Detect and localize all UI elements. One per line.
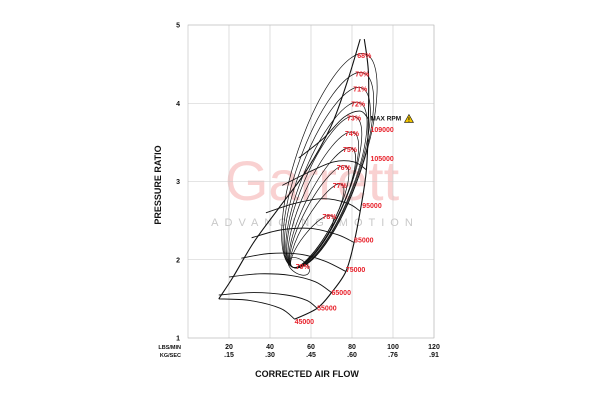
plot-border [187,24,435,339]
y-tick-label-4: 5 [176,23,180,30]
y-tick-label-3: 4 [176,101,180,108]
x-tick-secondary-label-5: .91 [429,352,439,359]
warning-icon [403,113,414,123]
speed-line-3 [241,252,347,272]
speed-line-7 [298,110,369,159]
watermark-sub: ADVANCING MOTION [211,217,419,229]
y-axis-title: PRESSURE RATIO [153,145,163,224]
x-tick-secondary-label-2: .45 [306,352,316,359]
x-tick-label-1: 40 [266,344,274,351]
speed-label-0: 45000 [295,319,315,326]
plot-frame [187,24,435,339]
speed-line-6 [282,160,367,186]
x-tick-label-5: 120 [428,344,440,351]
speed-line-5 [265,198,361,214]
map-labels: 68% 70% 71% 72% 73% 74% 75% 76% 77% 78% 79% 4500055… [295,53,414,326]
x-unit-secondary: KG/SEC [160,353,181,359]
speed-label-1: 55000 [317,305,337,312]
speed-label-2: 65000 [332,290,352,297]
speed-line-4 [251,227,355,243]
efficiency-label-4: 73% [347,115,362,122]
efficiency-label-1: 70% [355,72,370,79]
speed-label-3: 75000 [346,267,366,274]
efficiency-label-9: 78% [322,214,337,221]
y-tick-label-2: 3 [176,179,180,186]
efficiency-island-9 [290,214,334,268]
speed-line-0 [218,298,295,320]
speed-label-6: 105000 [370,156,393,163]
grid [188,24,435,339]
x-tick-secondary-label-0: .15 [224,352,234,359]
efficiency-label-10: 79% [296,264,311,271]
x-tick-secondary-label-1: .30 [265,352,275,359]
speed-label-5: 95000 [362,203,382,210]
efficiency-label-6: 75% [343,147,358,154]
efficiency-label-0: 68% [357,53,372,60]
efficiency-label-2: 71% [353,87,368,94]
x-tick-label-0: 20 [225,344,233,351]
y-tick-label-1: 2 [176,257,180,264]
efficiency-label-5: 74% [345,131,360,138]
speed-line-1 [218,292,318,309]
efficiency-label-8: 77% [333,183,348,190]
speed-label-7: 109000 [370,127,393,134]
x-tick-label-4: 100 [387,344,399,351]
x-tick-label-2: 60 [307,344,315,351]
efficiency-label-7: 76% [337,165,352,172]
x-tick-secondary-label-3: .60 [347,352,357,359]
surge-line [218,38,361,300]
watermark-main: Garrett [225,149,400,212]
y-tick-label-0: 1 [176,336,180,343]
efficiency-label-3: 72% [351,101,366,108]
x-tick-secondary-label-4: .76 [388,352,398,359]
map-curves [218,38,378,320]
speed-line-2 [228,273,332,293]
x-axis-title: CORRECTED AIR FLOW [255,369,359,379]
axis-ticks: 20.15 40.30 60.45 80.60 100.76 120.91 1 2 3 4 5 [176,23,440,360]
efficiency-island-10 [287,257,310,276]
max-rpm-label: MAX RPM [370,115,401,122]
choke-line [294,39,370,320]
speed-label-4: 85000 [354,237,374,244]
warning-dot [408,120,410,122]
x-tick-label-3: 80 [348,344,356,351]
watermark: Garrett ADVANCING MOTION [211,149,419,229]
x-unit-primary: LBS/MIN [158,345,181,351]
